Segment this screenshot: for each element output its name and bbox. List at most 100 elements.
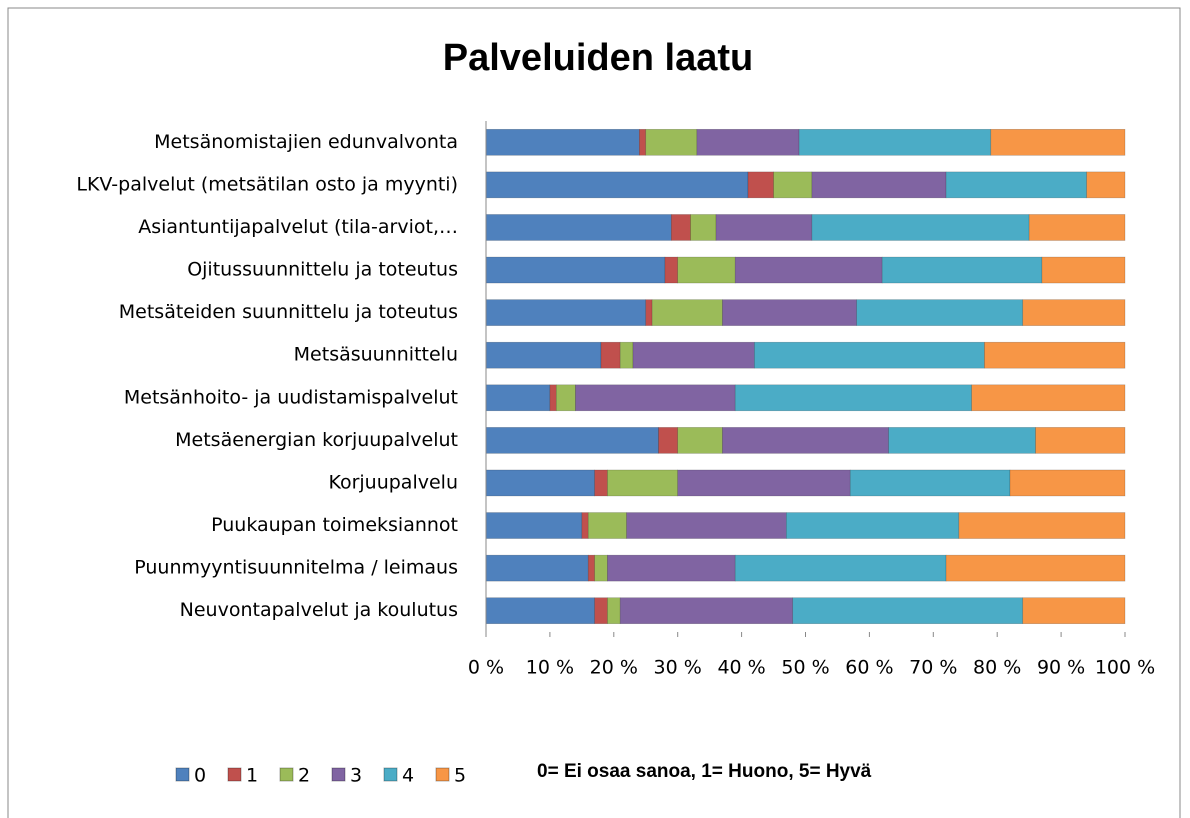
bar-segment xyxy=(671,214,691,241)
bar-segment xyxy=(485,299,647,326)
bar-segment xyxy=(581,512,589,539)
y-tick-label: Neuvontapalvelut ja koulutus xyxy=(180,599,458,621)
y-tick-label: Ojitussuunnittelu ja toteutus xyxy=(187,259,458,281)
bar-segment xyxy=(811,214,1030,241)
bar-segment xyxy=(664,256,678,284)
x-tick-label: 30 % xyxy=(654,657,702,679)
y-tick-label: Puukaupan toimeksiannot xyxy=(211,514,458,536)
bar-segment xyxy=(734,554,947,582)
bar-segment xyxy=(856,299,1024,326)
bar-segment xyxy=(798,128,992,156)
bar-segment xyxy=(1028,214,1126,241)
bar-segment xyxy=(587,554,595,582)
bar-segment xyxy=(594,469,608,497)
legend-label: 2 xyxy=(298,765,310,787)
bar-segment xyxy=(849,469,1011,497)
bar-segment xyxy=(945,554,1126,582)
bar-segment xyxy=(888,427,1036,454)
bar-segment xyxy=(984,341,1126,369)
bar-segment xyxy=(645,299,653,326)
y-tick-label: Metsäenergian korjuupalvelut xyxy=(175,429,458,451)
y-tick-label: Metsänhoito- ja uudistamispalvelut xyxy=(124,386,458,408)
bar-segment xyxy=(632,341,755,369)
bar-segment xyxy=(587,512,627,539)
bar-segment xyxy=(485,427,659,454)
bar-segment xyxy=(1041,256,1126,284)
bar-segment xyxy=(651,299,723,326)
bar-segment xyxy=(773,171,813,199)
legend-label: 5 xyxy=(454,765,466,787)
bar-segment xyxy=(594,597,608,625)
bar-segment xyxy=(690,214,717,241)
bar-segment xyxy=(715,214,813,241)
x-tick-label: 0 % xyxy=(468,657,504,679)
legend-swatch xyxy=(279,767,294,782)
x-tick-label: 60 % xyxy=(845,657,893,679)
x-tick-label: 20 % xyxy=(590,657,638,679)
bar-segment xyxy=(747,171,774,199)
bar-segment xyxy=(555,384,576,412)
legend-label: 0 xyxy=(194,765,206,787)
bar-segment xyxy=(881,256,1043,284)
bar-segment xyxy=(607,597,621,625)
bar-segment xyxy=(485,171,749,199)
bar-segment xyxy=(958,512,1126,539)
bar-segment xyxy=(1086,171,1126,199)
bar-segment xyxy=(619,341,634,369)
bar-segment xyxy=(485,469,595,497)
x-tick-label: 70 % xyxy=(909,657,957,679)
bar-segment xyxy=(945,171,1087,199)
bar-segment xyxy=(1009,469,1126,497)
x-tick-label: 90 % xyxy=(1037,657,1085,679)
x-tick-label: 80 % xyxy=(973,657,1021,679)
bar-segment xyxy=(600,341,621,369)
legend-label: 3 xyxy=(350,765,362,787)
legend-swatch xyxy=(331,767,346,782)
bar-segment xyxy=(811,171,947,199)
bar-segment xyxy=(485,128,640,156)
bar-segment xyxy=(485,214,672,241)
legend-swatch xyxy=(227,767,242,782)
bar-segment xyxy=(734,256,883,284)
bar-segment xyxy=(639,128,647,156)
bar-segment xyxy=(575,384,736,412)
bar-segment xyxy=(607,554,736,582)
bar-segment xyxy=(658,427,679,454)
y-tick-label: Metsäteiden suunnittelu ja toteutus xyxy=(119,301,458,323)
y-tick-label: Asiantuntijapalvelut (tila-arviot,… xyxy=(138,216,458,238)
bar-segment xyxy=(677,256,736,284)
bar-segment xyxy=(734,384,972,412)
bar-segment xyxy=(1035,427,1126,454)
bar-segment xyxy=(619,597,794,625)
bar-segment xyxy=(594,554,608,582)
bar-segment xyxy=(754,341,985,369)
bar-segment xyxy=(1022,299,1126,326)
y-tick-label: LKV-palvelut (metsätilan osto ja myynti) xyxy=(76,173,458,195)
legend-label: 1 xyxy=(246,765,258,787)
bar-segment xyxy=(645,128,698,156)
annotation: 0= Ei osaa sanoa, 1= Huono, 5= Hyvä xyxy=(537,761,872,782)
bar-segment xyxy=(626,512,787,539)
bar-segment xyxy=(677,427,723,454)
bar-segment xyxy=(677,469,851,497)
legend-swatch xyxy=(175,767,190,782)
legend-label: 4 xyxy=(402,765,414,787)
bar-segment xyxy=(792,597,1024,625)
x-tick-label: 50 % xyxy=(781,657,829,679)
bar-segment xyxy=(971,384,1126,412)
bar-segment xyxy=(722,427,889,454)
bar-segment xyxy=(990,128,1126,156)
legend-swatch xyxy=(435,767,450,782)
x-tick-label: 40 % xyxy=(717,657,765,679)
bar-segment xyxy=(549,384,557,412)
y-tick-label: Metsäsuunnittelu xyxy=(294,344,458,366)
bar-segment xyxy=(485,554,589,582)
bar-segment xyxy=(607,469,678,497)
x-tick-label: 100 % xyxy=(1095,657,1155,679)
legend-swatch xyxy=(383,767,398,782)
bar-segment xyxy=(485,512,583,539)
y-tick-label: Korjuupalvelu xyxy=(328,471,458,493)
bar-segment xyxy=(1022,597,1126,625)
bar-segment xyxy=(722,299,857,326)
